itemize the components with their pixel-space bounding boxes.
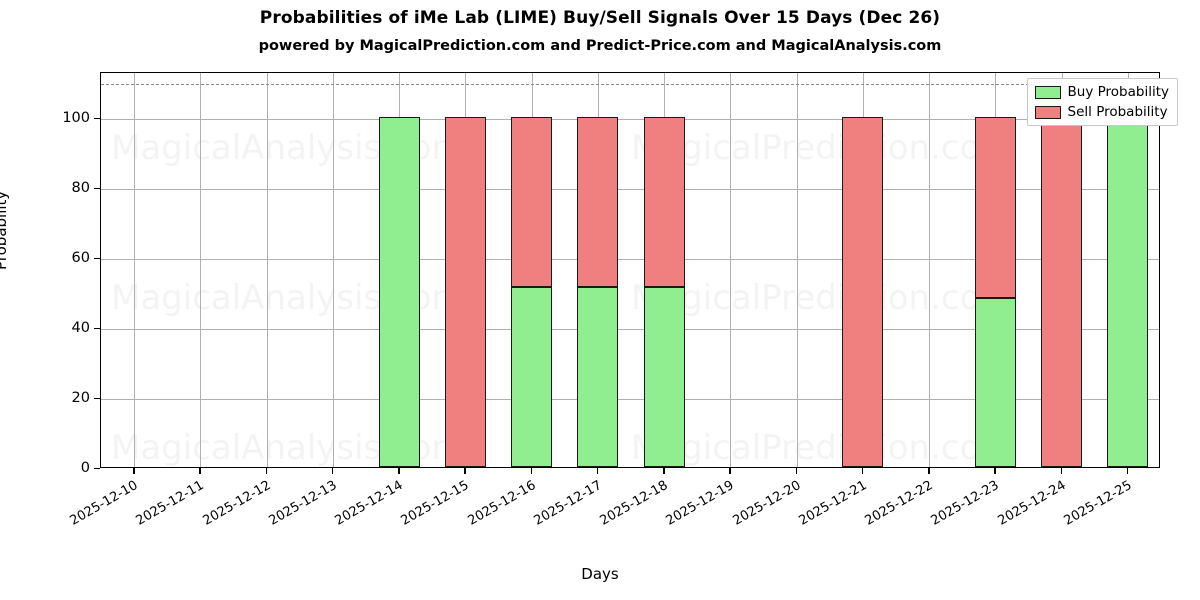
legend-swatch-sell-icon (1034, 105, 1061, 119)
y-axis-tick-label: 20 (71, 389, 90, 406)
y-axis-tick-label: 80 (71, 179, 90, 196)
x-axis-tick-mark (795, 468, 798, 474)
y-axis-tick-label: 0 (80, 460, 90, 476)
bar-segment-sell[interactable] (1041, 116, 1083, 467)
bar-group[interactable] (378, 73, 420, 467)
gridline-horizontal (101, 258, 1159, 260)
bar-segment-buy[interactable] (643, 286, 685, 467)
bar-group[interactable] (1107, 73, 1149, 467)
bar-segment-sell[interactable] (511, 116, 553, 287)
gridline-vertical (730, 73, 732, 467)
bar-group[interactable] (643, 73, 685, 467)
bar-segment-buy[interactable] (511, 286, 553, 467)
y-axis-tick-label: 60 (71, 249, 90, 266)
bar-group[interactable] (974, 73, 1016, 467)
chart-title: Probabilities of iMe Lab (LIME) Buy/Sell… (259, 8, 941, 28)
legend-label-buy: Buy Probability (1067, 84, 1169, 100)
y-axis-tick-mark (94, 327, 100, 330)
y-axis-tick-label: 100 (62, 109, 90, 126)
y-axis-tick-mark (94, 117, 100, 119)
plot-area: MagicalAnalysis.comMagicalPrediction.com… (100, 72, 1160, 468)
chart-subtitle: powered by MagicalPrediction.com and Pre… (258, 38, 942, 54)
x-axis-tick-mark (861, 468, 864, 474)
x-axis-tick-mark (464, 468, 466, 474)
bar-group[interactable] (444, 73, 486, 467)
bar-series (101, 73, 1159, 467)
gridline-vertical (134, 73, 136, 467)
bar-segment-sell[interactable] (643, 116, 685, 287)
y-axis-tick-mark (94, 397, 100, 400)
x-axis-tick-mark (596, 468, 599, 474)
gridline-vertical (332, 73, 334, 467)
y-axis-title: Probability (0, 190, 10, 270)
gridline-vertical (796, 73, 798, 467)
bar-segment-buy[interactable] (378, 116, 420, 467)
gridline-vertical (200, 73, 202, 467)
bar-segment-sell[interactable] (577, 116, 619, 287)
reference-line (101, 83, 1159, 85)
x-axis-tick-mark (1126, 468, 1129, 474)
x-axis-tick-mark (530, 468, 533, 474)
x-axis-tick-mark (398, 468, 400, 474)
x-axis-tick-mark (1060, 468, 1063, 474)
y-axis-tick-label: 40 (71, 319, 90, 336)
gridline-vertical (929, 73, 931, 467)
x-axis-tick-mark (331, 468, 334, 474)
bar-segment-buy[interactable] (577, 286, 619, 467)
bar-segment-sell[interactable] (842, 116, 884, 467)
bar-segment-sell[interactable] (444, 116, 486, 467)
bar-group[interactable] (1041, 73, 1083, 467)
y-axis-tick-mark (94, 187, 100, 190)
x-axis-tick-mark (729, 468, 731, 474)
gridline-horizontal (101, 398, 1159, 400)
x-axis-tick-mark (265, 468, 268, 474)
chart-legend[interactable]: Buy Probability Sell Probability (1026, 78, 1178, 126)
legend-swatch-buy-icon (1034, 85, 1061, 99)
x-axis-tick-mark (928, 468, 930, 474)
y-axis-tick-mark (94, 257, 100, 260)
x-axis-tick-mark (199, 468, 201, 474)
legend-label-sell: Sell Probability (1067, 104, 1168, 120)
bar-group[interactable] (577, 73, 619, 467)
x-axis-tick-mark (663, 468, 665, 474)
y-axis-tick-mark (94, 468, 100, 470)
x-axis-tick-mark (994, 468, 996, 474)
legend-item-buy[interactable]: Buy Probability (1034, 84, 1169, 100)
gridline-horizontal (101, 328, 1159, 330)
bar-segment-buy[interactable] (1107, 116, 1149, 467)
bar-group[interactable] (511, 73, 553, 467)
legend-item-sell[interactable]: Sell Probability (1034, 104, 1169, 120)
bar-segment-sell[interactable] (974, 116, 1016, 298)
x-axis-title: Days (581, 565, 619, 583)
gridline-vertical (266, 73, 268, 467)
gridline-horizontal (101, 118, 1159, 120)
x-axis-tick-mark (133, 468, 135, 474)
bar-group[interactable] (842, 73, 884, 467)
bar-segment-buy[interactable] (974, 297, 1016, 467)
gridline-horizontal (101, 188, 1159, 190)
